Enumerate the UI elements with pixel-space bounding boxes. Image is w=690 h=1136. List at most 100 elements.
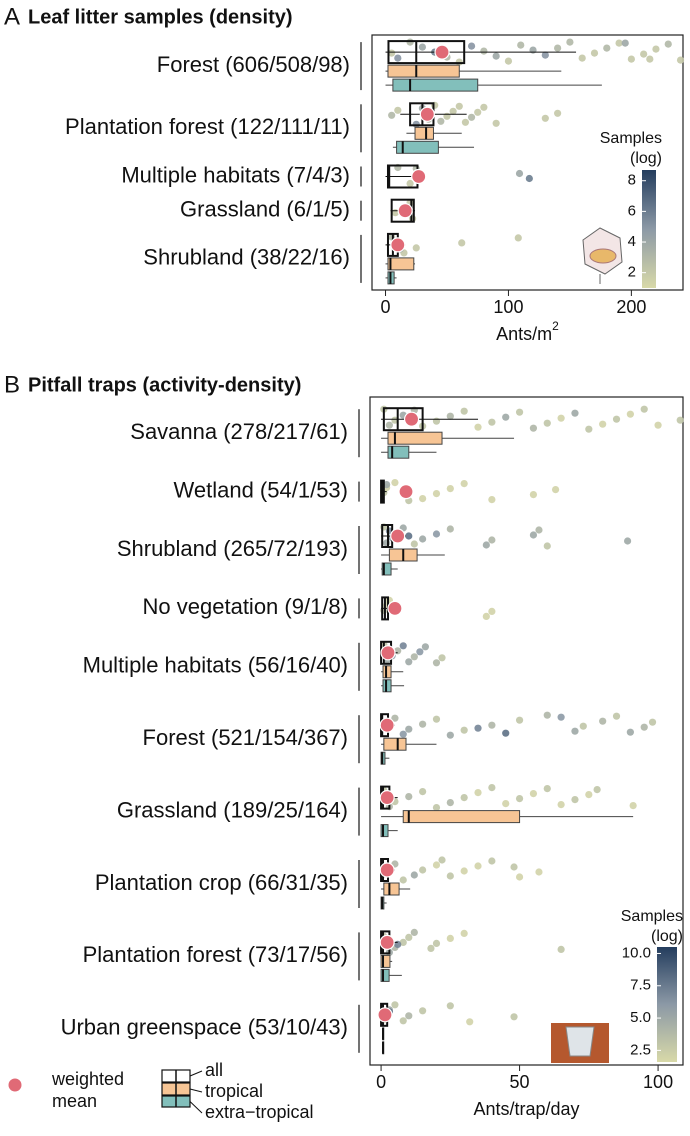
sample-point	[385, 421, 393, 429]
sample-point	[460, 726, 468, 734]
group-label: Multiple habitats (56/16/40)	[83, 653, 348, 678]
sample-point	[394, 940, 402, 949]
sample-point	[543, 785, 551, 793]
sample-point	[466, 1018, 474, 1026]
weighted-mean	[390, 528, 406, 544]
colorbar-tick-label: 10.0	[622, 944, 651, 961]
colorbar-title: (log)	[630, 150, 662, 167]
panel-letter: B	[4, 371, 20, 398]
group-label: Shrubland (38/22/16)	[143, 245, 350, 270]
sample-point	[510, 863, 518, 871]
sample-point	[640, 405, 648, 413]
sample-point	[482, 541, 490, 549]
sample-point	[405, 532, 413, 540]
sample-point	[646, 55, 654, 63]
sample-point	[535, 526, 543, 534]
sample-point	[399, 642, 407, 650]
box	[381, 562, 392, 576]
sample-point	[480, 103, 488, 111]
sample-point	[446, 934, 454, 943]
colorbar-tick-label: 5.0	[630, 1009, 651, 1026]
weighted-mean	[379, 934, 395, 951]
sample-point	[492, 52, 500, 60]
sample-point	[446, 525, 454, 533]
sample-point	[405, 725, 413, 733]
trap-icon-cup	[565, 1026, 595, 1057]
sample-point	[458, 239, 466, 247]
sample-point	[626, 728, 634, 736]
sample-point	[612, 415, 621, 423]
sample-point	[461, 118, 470, 126]
sample-point	[492, 119, 500, 127]
sample-point	[418, 43, 426, 51]
box	[390, 198, 415, 223]
sample-point	[419, 720, 427, 728]
box	[383, 882, 400, 896]
box	[387, 40, 466, 65]
sample-point	[599, 420, 607, 428]
sample-point	[599, 717, 607, 725]
plot-frame	[369, 396, 684, 1066]
box	[387, 257, 415, 271]
sample-point	[405, 658, 413, 666]
sample-point	[432, 530, 441, 538]
colorbar-title: (log)	[651, 928, 683, 945]
sample-point	[615, 39, 623, 47]
sample-point	[557, 801, 565, 809]
legend-kind-label: extra−tropical	[205, 1102, 314, 1122]
sample-point	[388, 49, 396, 57]
sample-point	[416, 648, 424, 656]
sample-point	[419, 495, 427, 503]
sample-point	[419, 1007, 427, 1015]
sample-point	[460, 407, 468, 415]
colorbar-tick-label: 7.5	[630, 977, 651, 994]
sample-point	[449, 107, 457, 115]
group-label: Plantation forest (122/111/11)	[65, 114, 350, 139]
sample-point	[432, 939, 441, 948]
group-label: Urban greenspace (53/10/43)	[61, 1015, 348, 1040]
sample-point	[410, 653, 418, 661]
legend-kind-label: all	[205, 1060, 223, 1080]
sample-point	[419, 866, 427, 874]
sample-point	[676, 56, 685, 64]
sample-point	[529, 491, 538, 499]
plot-frame	[371, 34, 684, 291]
box	[396, 140, 439, 154]
sample-point	[405, 1012, 413, 1020]
sample-point	[676, 416, 684, 424]
sample-point	[460, 480, 468, 488]
sample-point	[460, 929, 468, 938]
sample-point	[446, 872, 454, 880]
sample-point	[502, 800, 510, 808]
sample-point	[515, 408, 524, 416]
panel-letter: A	[4, 3, 20, 30]
sample-point	[437, 117, 445, 125]
sample-point	[529, 46, 537, 54]
sample-point	[603, 44, 611, 52]
box	[380, 954, 391, 968]
weighted-mean	[419, 106, 435, 122]
panel-title: Pitfall traps (activity-density)	[28, 374, 301, 396]
sample-point	[488, 721, 496, 729]
sample-point	[554, 109, 562, 117]
weighted-mean	[434, 44, 450, 60]
colorbar-title: Samples	[600, 130, 662, 147]
group-label: Grassland (6/1/5)	[180, 197, 350, 222]
weighted-mean	[403, 411, 420, 427]
sample-point	[446, 485, 454, 493]
sample-point	[388, 111, 396, 119]
sample-point	[621, 39, 629, 47]
sample-point	[585, 791, 593, 799]
sample-point	[406, 179, 414, 188]
sample-point	[474, 789, 482, 797]
sample-point	[551, 486, 560, 494]
sample-point	[399, 938, 407, 947]
sample-point	[438, 654, 446, 662]
sample-point	[529, 531, 538, 539]
sample-point	[438, 856, 446, 864]
sample-point	[593, 786, 601, 794]
box	[380, 824, 389, 838]
sample-point	[571, 727, 579, 735]
legend-mean-label: weighted	[51, 1069, 124, 1089]
sample-point	[578, 54, 586, 62]
